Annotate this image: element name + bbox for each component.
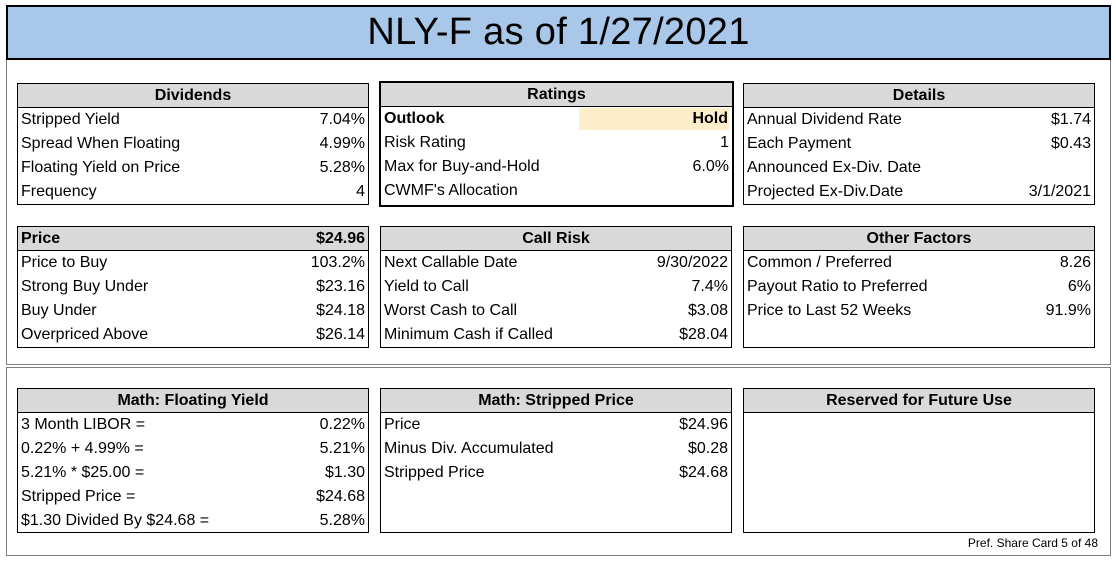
reserved-card: Reserved for Future Use — [743, 388, 1095, 533]
dividends-row: Floating Yield on Price 5.28% — [21, 159, 365, 176]
math-floating-row: Stripped Price = $24.68 — [21, 488, 365, 505]
dividends-card: Dividends Stripped Yield 7.04% Spread Wh… — [17, 83, 369, 205]
math-stripped-row: Price $24.96 — [384, 416, 728, 433]
call-risk-row: Next Callable Date 9/30/2022 — [384, 254, 728, 271]
ratings-card: Ratings Outlook Hold Risk Rating 1 Max f… — [379, 81, 734, 207]
ratings-row: Risk Rating 1 — [384, 134, 729, 151]
ratings-row: CWMF's Allocation — [384, 181, 518, 199]
math-stripped-row: Stripped Price $24.68 — [384, 464, 728, 481]
call-risk-card: Call Risk Next Callable Date 9/30/2022 Y… — [380, 226, 732, 348]
call-risk-row: Yield to Call 7.4% — [384, 278, 728, 295]
math-floating-yield-header: Math: Floating Yield — [18, 389, 368, 413]
details-row: Announced Ex-Div. Date — [747, 159, 922, 176]
dividends-row: Spread When Floating 4.99% — [21, 135, 365, 152]
dividends-row: Frequency 4 — [21, 183, 365, 200]
price-row: Buy Under $24.18 — [21, 302, 365, 319]
ratings-header: Ratings — [381, 83, 732, 107]
reserved-header: Reserved for Future Use — [744, 389, 1094, 413]
card-counter: Pref. Share Card 5 of 48 — [967, 536, 1098, 550]
details-row: Annual Dividend Rate $1.74 — [747, 111, 1091, 128]
other-factors-row: Common / Preferred 8.26 — [747, 254, 1091, 271]
price-row: Overpriced Above $26.14 — [21, 326, 365, 343]
math-floating-row: 0.22% + 4.99% = 5.21% — [21, 440, 365, 457]
price-row: Strong Buy Under $23.16 — [21, 278, 365, 295]
call-risk-header: Call Risk — [381, 227, 731, 251]
ratings-row: Max for Buy-and-Hold 6.0% — [384, 158, 729, 175]
math-stripped-price-header: Math: Stripped Price — [381, 389, 731, 413]
math-stripped-row: Minus Div. Accumulated $0.28 — [384, 440, 728, 457]
other-factors-row: Price to Last 52 Weeks 91.9% — [747, 302, 1091, 319]
math-floating-yield-card: Math: Floating Yield 3 Month LIBOR = 0.2… — [17, 388, 369, 533]
math-stripped-price-card: Math: Stripped Price Price $24.96 Minus … — [380, 388, 732, 533]
details-header: Details — [744, 84, 1094, 108]
outlook-value: Hold — [579, 108, 729, 130]
price-header-label: Price — [21, 229, 61, 247]
dividends-row: Stripped Yield 7.04% — [21, 111, 365, 128]
price-row: Price to Buy 103.2% — [21, 254, 365, 271]
other-factors-card: Other Factors Common / Preferred 8.26 Pa… — [743, 226, 1095, 348]
details-row: Projected Ex-Div.Date 3/1/2021 — [747, 183, 1091, 200]
call-risk-row: Worst Cash to Call $3.08 — [384, 302, 728, 319]
other-factors-row: Payout Ratio to Preferred 6% — [747, 278, 1091, 295]
math-floating-row: $1.30 Divided By $24.68 = 5.28% — [21, 512, 365, 529]
page-title-bar: NLY-F as of 1/27/2021 — [6, 5, 1111, 60]
price-card: Price $24.96 Price to Buy 103.2% Strong … — [17, 226, 369, 348]
details-card: Details Annual Dividend Rate $1.74 Each … — [743, 83, 1095, 205]
ratings-row-outlook: Outlook Hold — [381, 107, 732, 131]
details-row: Each Payment $0.43 — [747, 135, 1091, 152]
math-floating-row: 3 Month LIBOR = 0.22% — [21, 416, 365, 433]
other-factors-header: Other Factors — [744, 227, 1094, 251]
price-header: Price $24.96 — [18, 227, 368, 251]
math-floating-row: 5.21% * $25.00 = $1.30 — [21, 464, 365, 481]
call-risk-row: Minimum Cash if Called $28.04 — [384, 326, 728, 343]
price-header-value: $24.96 — [316, 229, 365, 247]
page-title: NLY-F as of 1/27/2021 — [367, 11, 750, 53]
dividends-header: Dividends — [18, 84, 368, 108]
